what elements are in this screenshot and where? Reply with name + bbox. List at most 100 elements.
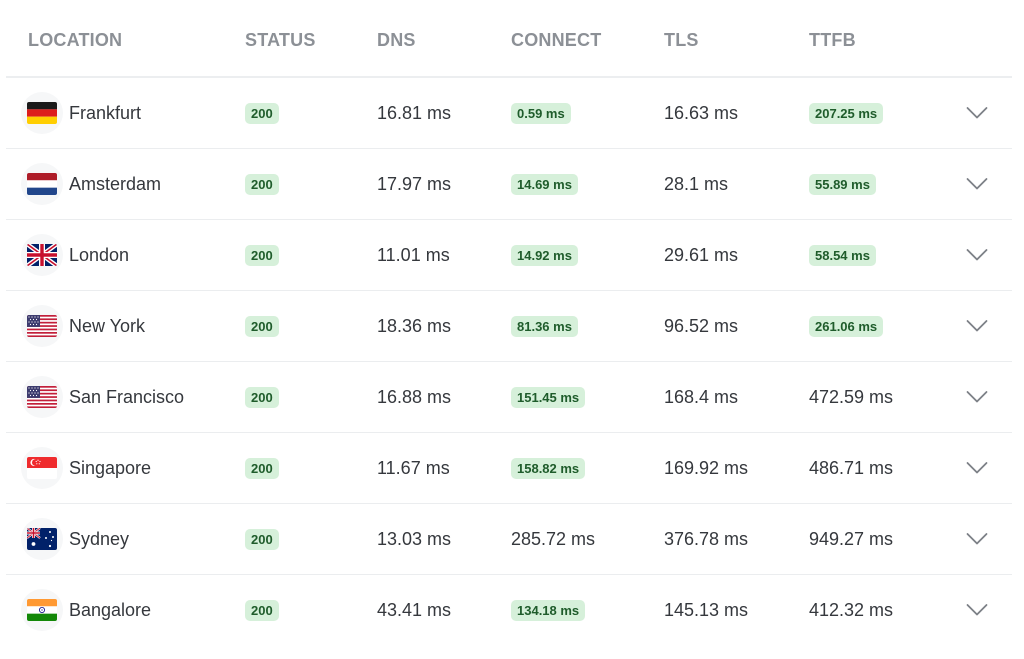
status-badge: 200	[245, 315, 279, 337]
dns-cell: 16.88 ms	[377, 362, 451, 432]
ttfb-cell: 472.59 ms	[809, 362, 893, 432]
chevron-down-icon	[966, 249, 988, 261]
status-cell: 200	[245, 220, 279, 290]
dns-value: 18.36 ms	[377, 315, 452, 336]
connect-cell: 81.36 ms	[511, 291, 578, 361]
status-cell: 200	[245, 575, 279, 645]
tls-value: 96.52 ms	[664, 315, 739, 336]
ttfb-cell: 261.06 ms	[809, 291, 884, 361]
connect-cell: 134.18 ms	[511, 575, 586, 645]
status-badge: 200	[245, 599, 279, 621]
connect-cell: 158.82 ms	[511, 433, 586, 503]
chevron-down-icon	[966, 178, 988, 190]
dns-cell: 43.41 ms	[377, 575, 451, 645]
chevron-down-icon	[966, 107, 988, 119]
status-badge: 200	[245, 102, 279, 124]
table-row[interactable]: Bangalore 200 43.41 ms 134.18 ms 145.13 ms 41…	[6, 575, 1012, 645]
status-badge: 200	[245, 528, 279, 550]
connect-cell: 151.45 ms	[511, 362, 586, 432]
ttfb-cell: 55.89 ms	[809, 149, 876, 219]
location-cell: San Francisco	[21, 362, 185, 432]
connect-badge: 158.82 ms	[511, 457, 586, 479]
dns-value: 13.03 ms	[377, 528, 452, 549]
flag-india-icon	[21, 589, 63, 631]
status-cell: 200	[245, 504, 279, 574]
location-name: San Francisco	[69, 386, 185, 407]
table-row[interactable]: Singapore 200 11.67 ms 158.82 ms 169.92 ms 48…	[6, 433, 1012, 504]
expand-row-button[interactable]	[966, 291, 988, 361]
connect-badge: 14.69 ms	[511, 173, 578, 195]
ttfb-cell: 949.27 ms	[809, 504, 893, 574]
tls-value: 145.13 ms	[664, 599, 749, 620]
flag-netherlands-icon	[21, 163, 63, 205]
table-row[interactable]: San Francisco 200 16.88 ms 151.45 ms 168.4 m…	[6, 362, 1012, 433]
location-name: Bangalore	[69, 599, 152, 620]
table-row[interactable]: Frankfurt 200 16.81 ms 0.59 ms 16.63 ms 207.2…	[6, 78, 1012, 149]
connect-cell: 0.59 ms	[511, 78, 571, 148]
tls-cell: 28.1 ms	[664, 149, 728, 219]
expand-row-button[interactable]	[966, 575, 988, 645]
location-name: New York	[69, 315, 146, 336]
tls-cell: 145.13 ms	[664, 575, 748, 645]
expand-row-button[interactable]	[966, 433, 988, 503]
tls-value: 168.4 ms	[664, 386, 739, 407]
tls-cell: 96.52 ms	[664, 291, 738, 361]
dns-cell: 17.97 ms	[377, 149, 451, 219]
dns-value: 17.97 ms	[377, 173, 452, 194]
column-header-connect: CONNECT	[511, 30, 602, 50]
expand-row-button[interactable]	[966, 149, 988, 219]
column-header-location: LOCATION	[28, 30, 123, 50]
dns-cell: 16.81 ms	[377, 78, 451, 148]
connect-value: 285.72 ms	[511, 528, 596, 549]
connect-cell: 14.92 ms	[511, 220, 578, 290]
table-row[interactable]: Sydney 200 13.03 ms 285.72 ms 376.78 ms 949.2…	[6, 504, 1012, 575]
status-cell: 200	[245, 433, 279, 503]
expand-row-button[interactable]	[966, 220, 988, 290]
connect-badge: 0.59 ms	[511, 102, 571, 124]
connect-badge: 151.45 ms	[511, 386, 586, 408]
status-cell: 200	[245, 78, 279, 148]
tls-value: 28.1 ms	[664, 173, 729, 194]
ttfb-value: 472.59 ms	[809, 386, 894, 407]
expand-row-button[interactable]	[966, 504, 988, 574]
tls-value: 376.78 ms	[664, 528, 749, 549]
table-header: LOCATION STATUS DNS CONNECT TLS TTFB	[6, 0, 1012, 78]
location-name: Singapore	[69, 457, 152, 478]
ttfb-cell: 207.25 ms	[809, 78, 884, 148]
tls-cell: 16.63 ms	[664, 78, 738, 148]
location-name: Frankfurt	[69, 102, 142, 123]
status-cell: 200	[245, 291, 279, 361]
tls-cell: 168.4 ms	[664, 362, 738, 432]
table-row[interactable]: New York 200 18.36 ms 81.36 ms 96.52 ms 261.0…	[6, 291, 1012, 362]
column-header-ttfb: TTFB	[809, 30, 856, 50]
flag-singapore-icon	[21, 447, 63, 489]
location-cell: Amsterdam	[21, 149, 162, 219]
connect-badge: 134.18 ms	[511, 599, 586, 621]
ttfb-value: 412.32 ms	[809, 599, 894, 620]
flag-australia-icon	[21, 518, 63, 560]
location-cell: Singapore	[21, 433, 152, 503]
flag-united-states-icon	[21, 305, 63, 347]
column-header-tls: TLS	[664, 30, 699, 50]
tls-value: 169.92 ms	[664, 457, 749, 478]
ttfb-value: 949.27 ms	[809, 528, 894, 549]
flag-united-kingdom-icon	[21, 234, 63, 276]
expand-row-button[interactable]	[966, 362, 988, 432]
status-badge: 200	[245, 386, 279, 408]
dns-cell: 13.03 ms	[377, 504, 451, 574]
flag-united-states-icon	[21, 376, 63, 418]
tls-value: 29.61 ms	[664, 244, 739, 265]
dns-value: 16.81 ms	[377, 102, 452, 123]
status-cell: 200	[245, 149, 279, 219]
location-cell: Bangalore	[21, 575, 152, 645]
ttfb-cell: 412.32 ms	[809, 575, 893, 645]
location-name: Amsterdam	[69, 173, 162, 194]
table-row[interactable]: London 200 11.01 ms 14.92 ms 29.61 ms 58.54 m…	[6, 220, 1012, 291]
expand-row-button[interactable]	[966, 78, 988, 148]
ttfb-cell: 58.54 ms	[809, 220, 876, 290]
dns-cell: 11.01 ms	[377, 220, 450, 290]
table-row[interactable]: Amsterdam 200 17.97 ms 14.69 ms 28.1 ms 55.89…	[6, 149, 1012, 220]
status-badge: 200	[245, 173, 279, 195]
tls-cell: 376.78 ms	[664, 504, 748, 574]
ttfb-value: 486.71 ms	[809, 457, 894, 478]
